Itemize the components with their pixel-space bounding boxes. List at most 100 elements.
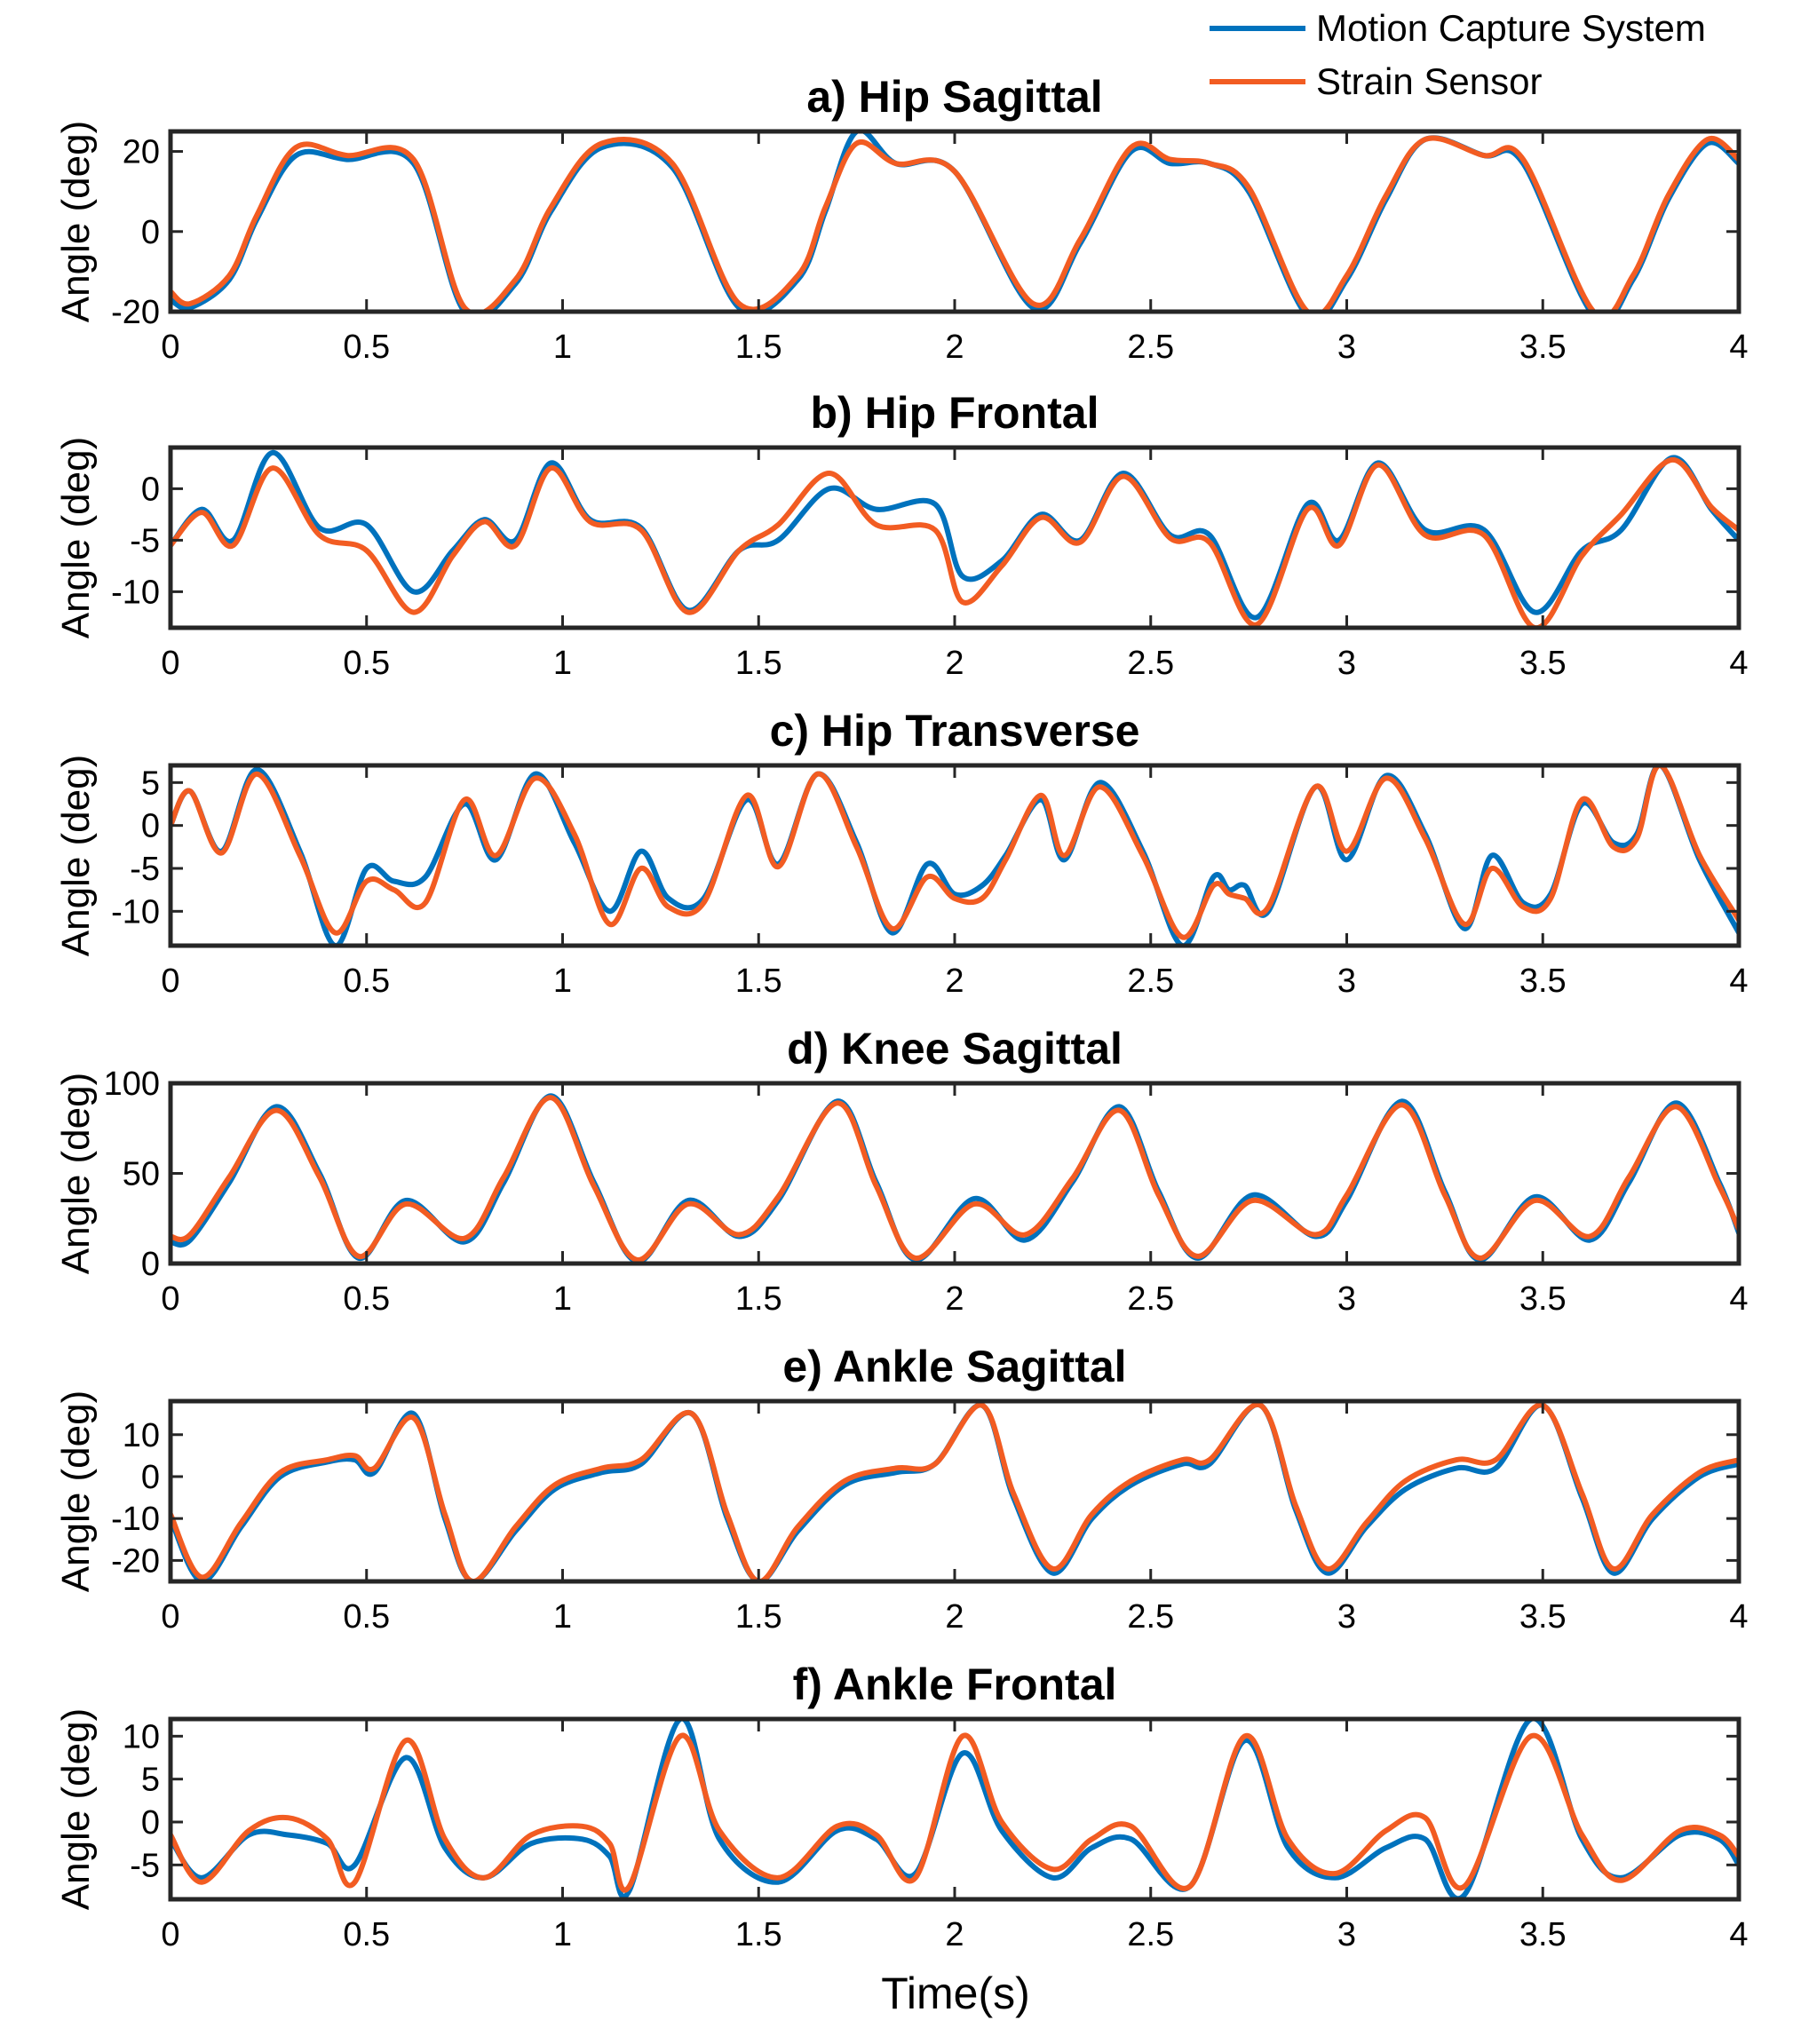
- x-tick-label: 1: [553, 1280, 572, 1318]
- y-tick-label: -5: [130, 522, 160, 559]
- x-tick-label: 0: [161, 1280, 179, 1318]
- x-tick-label: 1: [553, 329, 572, 366]
- y-tick-label: -10: [111, 1501, 160, 1538]
- x-tick-label: 4: [1729, 963, 1748, 1000]
- x-tick-label: 0.5: [343, 1280, 390, 1318]
- panel-5: e) Ankle Sagittal 0 0.5 1 1.5 2 2.5 3 3.5 4 -20 -10…: [54, 1342, 1749, 1636]
- y-tick-label: 0: [141, 808, 160, 845]
- x-tick-label: 3.5: [1519, 1598, 1567, 1636]
- y-tick-label: 100: [104, 1066, 160, 1103]
- y-tick-label: 0: [141, 214, 160, 251]
- x-tick-label: 3: [1337, 963, 1356, 1000]
- y-tick-label: 5: [141, 1762, 160, 1799]
- y-tick-label: -20: [111, 1542, 160, 1580]
- x-tick-label: 1: [553, 645, 572, 682]
- x-axis-label: Time(s): [881, 1969, 1030, 2018]
- x-tick-label: 0: [161, 1916, 179, 1953]
- series-line-strain-sensor: [171, 765, 1739, 940]
- y-axis-label: Angle (deg): [54, 755, 98, 956]
- panel-title: c) Hip Transverse: [770, 706, 1140, 756]
- y-tick-label: 10: [123, 1417, 160, 1454]
- axes-box: [168, 445, 1741, 630]
- series-line-strain-sensor: [171, 135, 1739, 312]
- y-axis-label: Angle (deg): [54, 1073, 98, 1274]
- x-tick-label: 2: [945, 645, 964, 682]
- y-tick-label: -5: [130, 1847, 160, 1884]
- x-tick-label: 0: [161, 1598, 179, 1636]
- x-tick-label: 0.5: [343, 1598, 390, 1636]
- x-tick-label: 0: [161, 329, 179, 366]
- x-tick-label: 0.5: [343, 645, 390, 682]
- x-tick-label: 1.5: [735, 963, 782, 1000]
- y-tick-label: 5: [141, 765, 160, 802]
- x-tick-label: 4: [1729, 1916, 1748, 1953]
- x-tick-label: 3.5: [1519, 645, 1567, 682]
- x-tick-label: 2.5: [1127, 329, 1174, 366]
- x-tick-label: 3: [1337, 645, 1356, 682]
- x-tick-label: 0.5: [343, 329, 390, 366]
- series-line-motion-capture: [171, 449, 1739, 621]
- series-line-motion-capture: [171, 765, 1739, 946]
- y-tick-label: 0: [141, 1459, 160, 1496]
- y-tick-label: 0: [141, 471, 160, 508]
- panel-title: e) Ankle Sagittal: [782, 1342, 1126, 1391]
- panel-title: d) Knee Sagittal: [787, 1024, 1123, 1073]
- panel-title: f) Ankle Frontal: [793, 1660, 1117, 1709]
- series-line-strain-sensor: [171, 1401, 1739, 1581]
- x-tick-label: 3: [1337, 329, 1356, 366]
- x-tick-label: 1.5: [735, 645, 782, 682]
- x-tick-label: 0: [161, 645, 179, 682]
- x-tick-label: 4: [1729, 1598, 1748, 1636]
- series-line-strain-sensor: [171, 456, 1739, 628]
- series-line-motion-capture: [171, 131, 1739, 312]
- x-tick-label: 2.5: [1127, 963, 1174, 1000]
- x-tick-label: 0.5: [343, 963, 390, 1000]
- x-tick-label: 4: [1729, 329, 1748, 366]
- y-axis-label: Angle (deg): [54, 1390, 98, 1592]
- legend-label-strain-sensor: Strain Sensor: [1316, 60, 1542, 102]
- panel-title: b) Hip Frontal: [811, 388, 1099, 438]
- y-axis-label: Angle (deg): [54, 1708, 98, 1910]
- x-tick-label: 1.5: [735, 329, 782, 366]
- x-tick-label: 1.5: [735, 1280, 782, 1318]
- y-tick-label: 0: [141, 1804, 160, 1842]
- x-tick-label: 2.5: [1127, 1916, 1174, 1953]
- legend: Motion Capture System Strain Sensor: [1210, 7, 1706, 102]
- axes-box: [168, 763, 1741, 948]
- x-tick-label: 3.5: [1519, 1916, 1567, 1953]
- y-tick-label: -5: [130, 851, 160, 888]
- x-tick-label: 2: [945, 1598, 964, 1636]
- y-tick-label: -20: [111, 294, 160, 331]
- x-tick-label: 3.5: [1519, 329, 1567, 366]
- x-tick-label: 3: [1337, 1280, 1356, 1318]
- y-axis-label: Angle (deg): [54, 121, 98, 322]
- x-tick-label: 0: [161, 963, 179, 1000]
- axes-box: [168, 1398, 1741, 1584]
- y-tick-label: 0: [141, 1246, 160, 1283]
- y-tick-label: -10: [111, 574, 160, 611]
- x-tick-label: 2.5: [1127, 1598, 1174, 1636]
- x-tick-label: 1: [553, 1598, 572, 1636]
- x-tick-label: 4: [1729, 1280, 1748, 1318]
- x-tick-label: 2.5: [1127, 1280, 1174, 1318]
- x-tick-label: 2: [945, 1916, 964, 1953]
- x-tick-label: 3.5: [1519, 963, 1567, 1000]
- x-tick-label: 3.5: [1519, 1280, 1567, 1318]
- x-tick-label: 1.5: [735, 1598, 782, 1636]
- x-tick-label: 2: [945, 1280, 964, 1318]
- y-tick-label: 10: [123, 1718, 160, 1755]
- x-tick-label: 2: [945, 963, 964, 1000]
- x-tick-label: 1: [553, 1916, 572, 1953]
- x-tick-label: 1.5: [735, 1916, 782, 1953]
- x-tick-label: 1: [553, 963, 572, 1000]
- x-tick-label: 3: [1337, 1598, 1356, 1636]
- x-tick-label: 4: [1729, 645, 1748, 682]
- y-tick-label: -10: [111, 893, 160, 931]
- panel-3: c) Hip Transverse 0 0.5 1 1.5 2 2.5 3 3.5 4 -10 -5 0…: [54, 706, 1749, 1000]
- x-tick-label: 2.5: [1127, 645, 1174, 682]
- x-tick-label: 0.5: [343, 1916, 390, 1953]
